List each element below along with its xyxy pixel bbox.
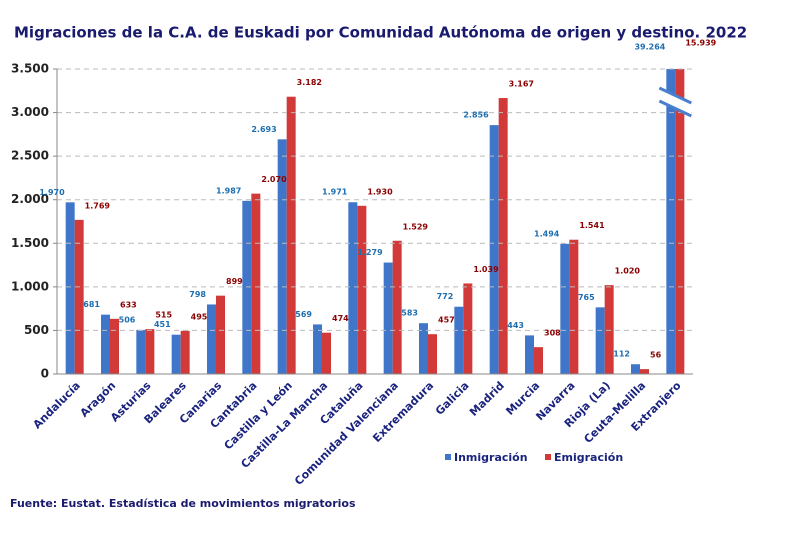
bar bbox=[454, 306, 464, 374]
x-tick-label: Galicia bbox=[433, 379, 472, 418]
y-tick-label: 1.500 bbox=[11, 236, 49, 250]
value-label: 1.279 bbox=[357, 248, 383, 257]
x-tick-label: Ceuta-Melilla bbox=[581, 379, 648, 446]
bar bbox=[136, 329, 146, 374]
value-label: 1.970 bbox=[39, 188, 65, 197]
bar bbox=[145, 329, 155, 374]
y-tick-label: 1.000 bbox=[11, 279, 49, 293]
value-label: 506 bbox=[119, 315, 136, 324]
y-tick-label: 2.500 bbox=[11, 149, 49, 163]
bar bbox=[216, 295, 225, 374]
bar bbox=[286, 96, 296, 374]
bar bbox=[357, 205, 367, 374]
value-label: 1.987 bbox=[216, 186, 241, 195]
value-label: 1.039 bbox=[473, 265, 499, 274]
value-label: 569 bbox=[295, 310, 312, 319]
value-label: 798 bbox=[189, 290, 206, 299]
bar bbox=[498, 98, 508, 374]
legend-label: Inmigración bbox=[454, 451, 528, 464]
bar bbox=[392, 240, 402, 374]
legend-label: Emigración bbox=[554, 451, 623, 464]
value-label: 15.939 bbox=[685, 39, 716, 48]
value-label: 1.020 bbox=[615, 267, 641, 276]
bar bbox=[251, 193, 261, 374]
value-label: 495 bbox=[191, 312, 208, 321]
value-label: 457 bbox=[438, 316, 455, 325]
value-label: 1.541 bbox=[579, 221, 605, 230]
y-tick-label: 0 bbox=[41, 367, 49, 381]
bar bbox=[74, 219, 84, 374]
x-tick-label: Extremadura bbox=[370, 379, 436, 445]
bar bbox=[666, 69, 676, 374]
value-label: 1.971 bbox=[322, 188, 348, 197]
y-tick-label: 2.000 bbox=[11, 192, 49, 206]
bar bbox=[313, 324, 322, 374]
plot-area bbox=[65, 69, 685, 374]
value-label: 308 bbox=[544, 329, 561, 338]
value-label: 56 bbox=[650, 351, 662, 360]
bar bbox=[569, 239, 579, 374]
bar bbox=[101, 314, 110, 374]
value-label: 765 bbox=[578, 293, 595, 302]
axis-break bbox=[658, 86, 692, 105]
y-tick-label: 3.500 bbox=[11, 62, 49, 76]
bar bbox=[207, 304, 216, 374]
bar bbox=[489, 125, 499, 374]
axis-break bbox=[659, 88, 692, 116]
value-label: 443 bbox=[507, 321, 524, 330]
axis-break bbox=[658, 99, 692, 118]
y-tick-label: 500 bbox=[24, 323, 49, 337]
bar bbox=[675, 69, 685, 374]
value-label: 681 bbox=[83, 300, 100, 309]
bar bbox=[348, 202, 358, 374]
value-label: 1.529 bbox=[403, 222, 429, 231]
value-label: 1.769 bbox=[85, 201, 111, 210]
value-label: 112 bbox=[613, 350, 630, 359]
bar bbox=[383, 262, 393, 374]
bar bbox=[428, 334, 437, 374]
legend-swatch bbox=[445, 454, 451, 460]
bar bbox=[640, 369, 649, 374]
bar bbox=[110, 318, 119, 374]
bar bbox=[560, 243, 570, 374]
bar bbox=[242, 200, 252, 374]
chart-title: Migraciones de la C.A. de Euskadi por Co… bbox=[14, 24, 747, 42]
bar bbox=[631, 364, 640, 374]
value-label: 772 bbox=[437, 292, 454, 301]
bar bbox=[180, 330, 190, 374]
value-label: 39.264 bbox=[634, 43, 665, 52]
value-label: 2.856 bbox=[463, 111, 489, 120]
y-tick-label: 3.000 bbox=[11, 105, 49, 119]
value-label: 633 bbox=[120, 300, 137, 309]
bar bbox=[595, 307, 605, 374]
bar bbox=[65, 202, 75, 374]
value-label: 515 bbox=[155, 311, 172, 320]
x-tick-label: Madrid bbox=[467, 379, 507, 419]
value-label: 474 bbox=[332, 314, 349, 323]
bar bbox=[463, 283, 473, 374]
source: Fuente: Eustat. Estadística de movimient… bbox=[10, 497, 356, 510]
bar bbox=[419, 323, 428, 374]
value-label: 1.930 bbox=[367, 187, 393, 196]
value-label: 2.693 bbox=[251, 125, 276, 134]
value-label: 583 bbox=[401, 309, 418, 318]
bar bbox=[604, 285, 614, 374]
value-label: 3.167 bbox=[509, 80, 534, 89]
value-label: 3.182 bbox=[297, 78, 322, 87]
bar bbox=[277, 139, 287, 374]
value-label: 1.494 bbox=[534, 229, 560, 238]
bar bbox=[171, 334, 181, 374]
legend-swatch bbox=[545, 454, 551, 460]
value-label: 899 bbox=[226, 277, 243, 286]
bar bbox=[534, 347, 543, 374]
bar bbox=[322, 332, 331, 374]
x-tick-label: Andalucía bbox=[31, 379, 83, 431]
value-label: 2.070 bbox=[261, 175, 287, 184]
value-label: 451 bbox=[154, 320, 171, 329]
bar bbox=[525, 335, 534, 374]
